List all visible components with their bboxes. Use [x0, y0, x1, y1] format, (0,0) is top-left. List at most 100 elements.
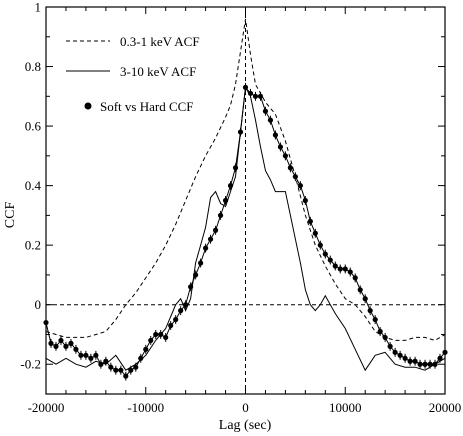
x-tick-label: 10000 [329, 400, 362, 415]
data-point [133, 364, 139, 370]
data-point [183, 302, 189, 308]
series-line-soft-acf [45, 18, 446, 341]
data-point [83, 352, 89, 358]
data-point [257, 93, 264, 99]
data-point [138, 355, 144, 361]
data-point [252, 93, 259, 99]
data-point [113, 367, 119, 373]
data-point [217, 212, 224, 218]
legend-label-hard-acf: 3-10 keV ACF [120, 64, 196, 79]
data-point [118, 367, 124, 373]
data-point [362, 296, 368, 302]
data-point [237, 129, 244, 135]
data-point [48, 340, 54, 346]
y-tick-label: 0.8 [25, 59, 41, 74]
data-point [53, 343, 59, 349]
data-point [78, 352, 84, 358]
data-point [267, 117, 274, 123]
data-point [322, 251, 328, 257]
legend-label-soft-acf: 0.3-1 keV ACF [120, 34, 200, 49]
data-point [68, 340, 74, 346]
y-tick-label: 0.2 [25, 238, 41, 253]
data-point [193, 272, 199, 278]
data-point [327, 257, 333, 263]
y-tick-label: 0.4 [25, 178, 42, 193]
data-point [277, 144, 284, 150]
data-point [392, 349, 398, 355]
y-tick-label: 0 [35, 297, 42, 312]
data-point [247, 90, 254, 96]
data-point [153, 331, 159, 338]
data-point [422, 361, 428, 367]
data-point [158, 331, 164, 338]
data-point [212, 227, 219, 233]
data-point [108, 364, 114, 370]
data-point [222, 197, 229, 204]
data-point [387, 343, 393, 349]
data-point [103, 358, 109, 364]
data-point [397, 352, 403, 358]
data-point [143, 346, 149, 352]
x-tick-label: 0 [242, 400, 249, 415]
data-point [272, 132, 279, 138]
data-point [163, 334, 169, 341]
data-point [432, 361, 438, 367]
data-point [302, 197, 308, 204]
data-point [332, 263, 338, 269]
data-point [93, 352, 99, 358]
axes: -20000 -10000 0 10000 20000 -0.2 0 0.2 0.4 0.6 0.8… [20, 0, 461, 415]
x-tick-label: -20000 [28, 400, 65, 415]
data-point [173, 316, 179, 323]
data-point [73, 346, 79, 352]
data-point [198, 260, 204, 266]
data-point [437, 355, 443, 361]
legend-marker-ccf [84, 102, 92, 110]
data-point [342, 266, 348, 272]
x-tick-label: 20000 [429, 400, 462, 415]
x-axis-label: Lag (sec) [219, 418, 272, 433]
data-point [412, 358, 418, 364]
data-point [232, 165, 239, 171]
data-point [128, 367, 134, 373]
y-tick-label: 1 [35, 0, 42, 15]
data-point [98, 361, 104, 367]
y-axis-label: CCF [3, 202, 18, 229]
plot-area [43, 7, 448, 394]
data-point [337, 266, 343, 272]
data-point [63, 343, 69, 349]
data-point [287, 165, 293, 171]
data-point [377, 328, 383, 335]
data-point [88, 355, 94, 361]
data-point [203, 245, 209, 251]
data-point [367, 308, 373, 314]
data-point [148, 337, 154, 344]
data-point [402, 355, 408, 361]
legend: 0.3-1 keV ACF 3-10 keV ACF Soft vs Hard … [66, 34, 200, 114]
data-point [123, 373, 129, 379]
data-point [357, 287, 363, 293]
data-point [227, 183, 234, 189]
data-point [427, 361, 433, 367]
data-point [407, 358, 413, 364]
data-point [347, 269, 353, 275]
data-point [178, 308, 184, 314]
data-point [317, 242, 323, 248]
series-line-hard-acf [45, 85, 446, 372]
data-point [168, 322, 174, 329]
data-point [312, 230, 318, 236]
legend-label-ccf: Soft vs Hard CCF [100, 99, 194, 114]
data-point [297, 183, 303, 189]
data-point [282, 153, 288, 159]
x-tick-label: -10000 [127, 400, 164, 415]
data-point [307, 218, 313, 224]
data-point [58, 337, 64, 344]
data-point [417, 361, 423, 367]
data-point [372, 316, 378, 323]
data-point [207, 236, 214, 242]
y-tick-label: -0.2 [20, 357, 41, 372]
y-tick-label: 0.6 [25, 119, 42, 134]
data-point [242, 84, 249, 90]
data-point [382, 334, 388, 341]
